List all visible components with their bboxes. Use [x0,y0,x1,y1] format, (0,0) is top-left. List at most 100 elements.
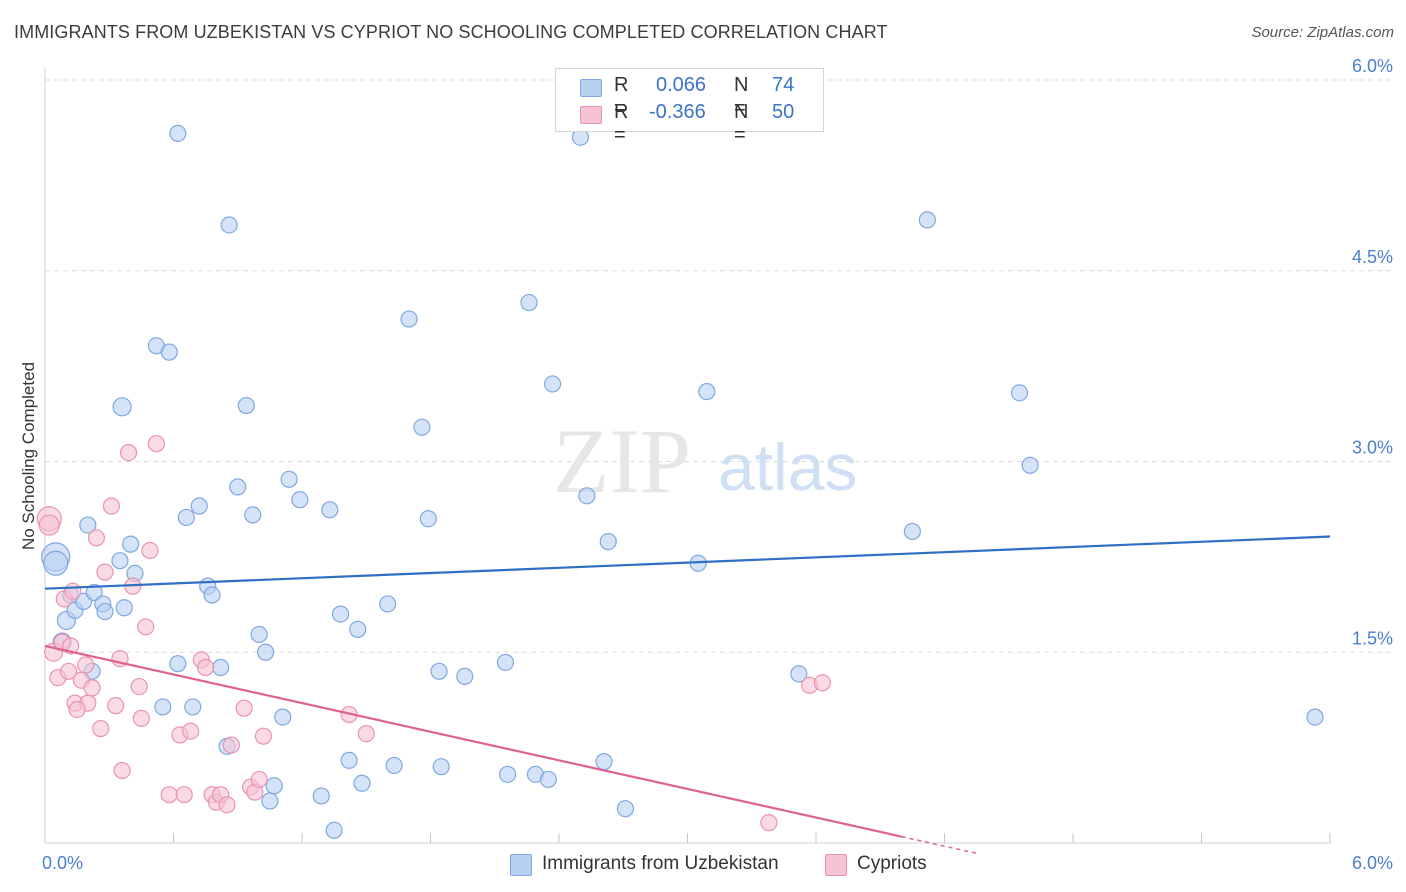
y-tick-label: 1.5% [1352,628,1393,648]
uzbekistan-point [115,599,133,617]
cypriot-point [68,700,86,719]
uzbekistan-point [274,708,292,726]
uzbekistan-point [111,552,129,570]
legend-r-label: R = [614,74,629,119]
cypriot-point [87,529,106,547]
x-tick-label: 6.0% [1352,853,1393,873]
cypriot-point [182,722,200,740]
y-tick-label: 4.5% [1352,247,1393,267]
cypriot-trend-extension [901,835,977,855]
uzbekistan-point [496,653,515,672]
cypriot-point [235,699,253,717]
uzbekistan-point [220,216,238,234]
uzbekistan-point [85,583,103,602]
cypriot-point [107,697,125,715]
uzbekistan-point [385,756,403,775]
uzbekistan-point [212,658,230,677]
uzbekistan-point [250,625,268,644]
uzbekistan-point [456,667,474,686]
uzbekistan-point [331,605,350,623]
legend-label-uzbekistan: Immigrants from Uzbekistan [542,853,779,874]
uzbekistan-point [96,602,114,621]
uzbekistan-trend-line [44,535,1331,590]
uzbekistan-point [379,595,397,613]
cypriot-point [59,662,78,680]
uzbekistan-point [256,643,275,661]
uzbekistan-point [160,343,178,361]
uzbekistan-point [1306,708,1324,726]
uzbekistan-point [291,491,309,509]
cypriot-point [222,736,240,754]
cypriot-point [197,658,215,677]
uzbekistan-point [169,124,187,143]
cypriot-trend-line [44,644,902,838]
axes [44,68,1331,844]
uzbekistan-point [430,662,448,680]
legend-swatch-pink [825,854,847,876]
cypriot-point [175,786,193,804]
uzbekistan-point [340,751,358,769]
cypriot-point [357,725,375,743]
tick-labels: 1.5% 3.0% 4.5% 6.0% 0.0% 6.0% [42,56,1393,873]
legend-n-value: 74 [772,74,795,96]
y-axis-label: No Schooling Completed [19,362,38,550]
y-tick-label: 3.0% [1352,438,1393,458]
x-tick-label: 0.0% [42,853,83,873]
legend-swatch-pink [580,106,602,124]
uzbekistan-point [543,375,562,393]
uzbekistan-point [903,522,921,541]
cypriot-point [102,497,120,515]
uzbekistan-point [169,655,187,673]
cypriot-point [92,719,110,738]
cypriot-point [77,656,95,674]
uzbekistan-point [79,516,97,534]
cypriot-point [113,761,131,780]
legend-r-value: 0.066 [656,74,707,96]
legend-r-value: -0.366 [649,101,706,123]
uzbekistan-point [312,787,330,805]
uzbekistan-point [122,535,140,553]
uzbekistan-point [1021,456,1039,474]
uzbekistan-point [184,698,202,716]
uzbekistan-point [353,774,371,792]
cypriot-point [38,514,60,536]
uzbekistan-point [265,777,283,795]
uzbekistan-point [280,470,298,488]
uzbekistan-point [419,510,437,528]
cypriot-point [83,679,101,697]
uzbekistan-point [190,497,208,515]
uzbekistan-point [520,293,538,312]
legend-swatch-blue [580,79,602,97]
series-legend: Immigrants from Uzbekistan Cypriots [0,852,1406,878]
uzbekistan-point [400,310,418,328]
legend-label-cypriots: Cypriots [857,853,927,874]
uzbekistan-point [321,501,339,519]
cypriot-point [132,709,150,727]
cypriot-point [141,541,159,560]
uzbekistan-point [229,478,247,496]
uzbekistan-point [1010,384,1029,402]
watermark-atlas: atlas [718,430,857,504]
uzbekistan-point [349,620,367,638]
cypriot-point [218,796,236,814]
uzbekistan-point [261,792,279,810]
uzbekistan-point [432,758,450,776]
cypriot-point [119,443,138,462]
watermark-zip: ZIP [553,410,691,512]
chart-title: IMMIGRANTS FROM UZBEKISTAN VS CYPRIOT NO… [14,22,888,42]
cypriot-point [96,563,114,581]
cypriot-point [760,814,778,832]
trend-lines [44,535,1331,855]
uzbekistan-point [578,487,596,505]
cypriot-point [137,618,155,636]
cypriot-point [130,677,148,696]
uzbekistan-point [203,586,221,604]
uzbekistan-point [616,800,634,818]
legend-r-label: R = [614,101,629,146]
uzbekistan-point [325,821,343,839]
y-tick-label: 6.0% [1352,56,1393,76]
uzbekistan-point [112,397,132,417]
cypriot-point [813,674,832,692]
uzbekistan-point [595,753,613,771]
